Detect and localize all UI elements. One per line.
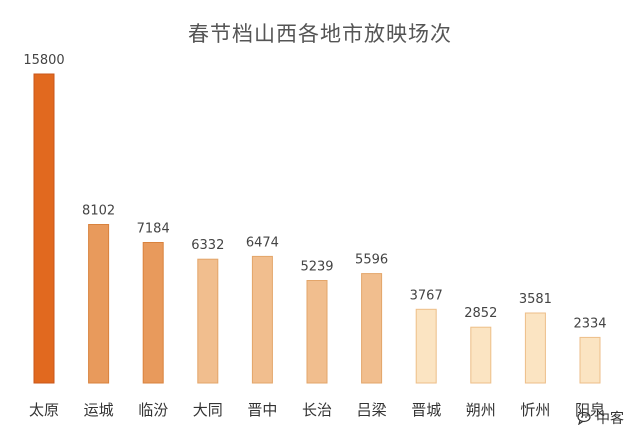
category-label-6: 吕梁	[357, 401, 387, 419]
category-label-9: 忻州	[520, 401, 550, 419]
watermark: 中客	[577, 408, 624, 428]
value-label-9: 3581	[519, 292, 552, 307]
category-label-4: 晋中	[247, 401, 277, 419]
bar-5	[306, 280, 328, 384]
category-label-1: 运城	[84, 401, 114, 419]
value-label-7: 3767	[410, 288, 443, 303]
category-label-7: 晋城	[411, 401, 441, 419]
value-label-0: 15800	[23, 53, 64, 68]
bar-8	[470, 326, 492, 384]
bar-2	[142, 242, 164, 384]
category-label-2: 临汾	[138, 401, 168, 419]
value-label-3: 6332	[191, 238, 224, 253]
category-label-0: 太原	[29, 401, 59, 419]
category-label-3: 大同	[193, 401, 223, 419]
value-label-4: 6474	[246, 235, 279, 250]
bar-1	[88, 224, 110, 384]
value-label-2: 7184	[137, 222, 170, 237]
value-label-10: 2334	[573, 316, 606, 331]
value-label-8: 2852	[464, 306, 497, 321]
bar-3	[197, 258, 219, 384]
value-label-5: 5239	[300, 260, 333, 275]
category-label-10: 阳泉	[575, 401, 605, 419]
bar-9	[524, 312, 546, 384]
chat-bubble-icon	[577, 411, 591, 425]
value-label-1: 8102	[82, 204, 115, 219]
bar-4	[251, 255, 273, 384]
bar-10	[579, 336, 601, 384]
bar-7	[415, 308, 437, 384]
value-label-6: 5596	[355, 253, 388, 268]
bar-0	[33, 73, 55, 384]
category-label-8: 朔州	[466, 401, 496, 419]
category-label-5: 长治	[302, 401, 332, 419]
bar-6	[361, 273, 383, 384]
watermark-text: 中客	[596, 411, 624, 427]
chart-title: 春节档山西各地市放映场次	[188, 22, 452, 46]
